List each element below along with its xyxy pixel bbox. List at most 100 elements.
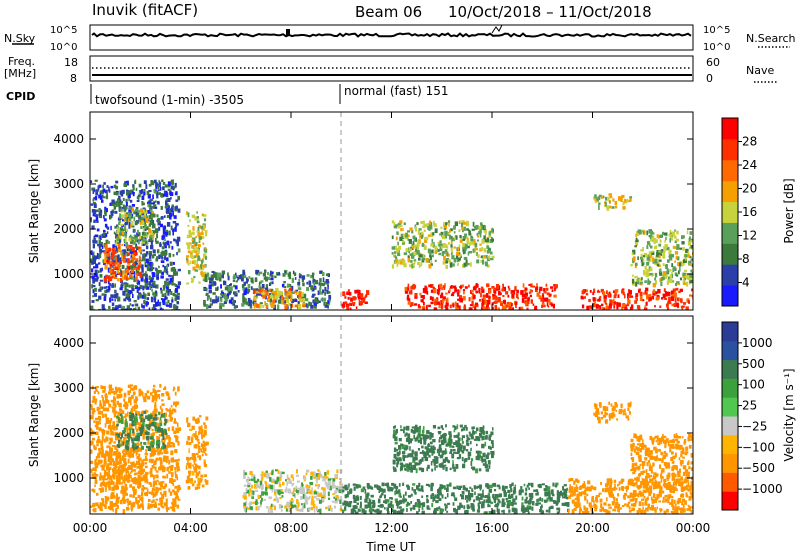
power-cell-4 [252,300,255,306]
power-cell-0 [154,228,159,234]
power-cell-7 [543,288,546,292]
velocity-cell-1 [114,452,117,455]
power-cell-0 [107,256,111,261]
power-cell-7 [440,300,443,305]
power-cell-9 [462,236,466,239]
power-cell-0 [108,189,111,193]
power-cell-11 [663,246,667,251]
velocity-cell-1 [129,466,133,470]
velocity-cell-2 [130,437,132,440]
power-cell-11 [689,231,693,235]
power-cell-7 [404,287,408,292]
power-cell-0 [171,299,174,303]
power-cell-9 [431,249,434,254]
velocity-cell-2 [127,437,130,442]
velocity-cell-0 [172,389,175,392]
velocity-cell-3 [204,464,208,468]
power-cell-7 [452,285,457,289]
velocity-cell-4 [331,484,334,489]
velocity-cell-0 [175,462,178,466]
power-cell-5 [284,288,287,292]
power-cell-0 [160,216,164,220]
power-cell-9 [418,239,421,244]
velocity-cell-2 [143,410,146,414]
velocity-cell-0 [124,413,128,418]
power-cell-0 [119,268,122,272]
velocity-cell-5 [393,483,397,489]
velocity-cell-5 [444,506,447,511]
velocity-cell-5 [539,496,542,502]
power-cell-5 [258,303,262,309]
velocity-cell-4 [331,507,333,512]
velocity-cell-2 [149,414,153,420]
power-cell-8 [581,290,584,295]
power-cell-7 [542,300,544,306]
power-cell-9 [461,220,465,225]
power-cell-7 [502,283,504,288]
power-cell-11 [648,251,652,256]
velocity-cell-4 [243,507,246,512]
power-cell-0 [94,269,98,274]
power-cell-0 [174,226,177,232]
power-cell-0 [164,301,168,306]
power-cell-4 [208,305,212,309]
power-cell-9 [440,226,443,229]
power-cell-7 [442,296,446,300]
power-cell-1 [108,260,112,265]
power-cell-0 [99,191,102,197]
power-cell-1 [124,272,128,277]
power-cell-7 [528,291,531,294]
power-cell-0 [95,189,99,192]
velocity-cell-0 [110,388,114,391]
velocity-cell-0 [146,390,150,394]
power-cell-11 [644,265,647,270]
velocity-cell-1 [117,461,120,465]
velocity-cell-0 [137,504,141,509]
velocity-cell-4 [311,495,314,501]
velocity-cell-2 [117,439,121,443]
power-cell-4 [219,302,222,306]
velocity-cell-5 [545,509,549,513]
velocity-cell-0 [151,428,154,432]
power-cell-0 [99,268,102,273]
power-cell-4 [271,281,274,285]
power-cell-4 [214,272,218,275]
power-cell-5 [271,303,275,308]
velocity-cell-0 [158,466,162,471]
power-cell-8 [656,294,660,299]
power-cell-11 [637,256,639,261]
power-cell-11 [668,254,672,258]
velocity-cell-2 [126,446,130,451]
velocity-cell-0 [173,401,177,406]
velocity-cell-0 [172,482,175,486]
velocity-cell-4 [312,503,316,509]
power-cell-4 [298,273,301,276]
power-cell-11 [654,258,658,264]
power-cell-10 [597,196,601,200]
power-cell-4 [209,277,213,281]
velocity-cell-3 [191,470,195,476]
power-cell-11 [681,241,685,245]
power-cell-3 [204,246,207,251]
power-cell-0 [170,225,173,231]
velocity-cell-0 [129,400,132,406]
velocity-cell-0 [163,475,166,479]
power-cell-4 [288,294,291,299]
power-cell-11 [659,234,662,238]
power-cell-4 [301,278,304,283]
velocity-cell-2 [116,444,119,448]
velocity-cell-0 [152,410,155,414]
power-cell-4 [302,293,307,299]
power-cell-0 [137,280,140,284]
power-cell-0 [145,286,149,290]
power-cell-4 [250,286,253,290]
power-cell-7 [554,287,556,292]
power-cell-0 [123,292,126,296]
power-cell-7 [542,303,545,306]
velocity-cell-4 [275,469,278,472]
power-cell-7 [406,294,410,300]
velocity-cell-2 [162,435,165,440]
power-cell-0 [157,189,160,192]
velocity-cell-4 [282,481,285,486]
velocity-cell-0 [160,482,163,488]
